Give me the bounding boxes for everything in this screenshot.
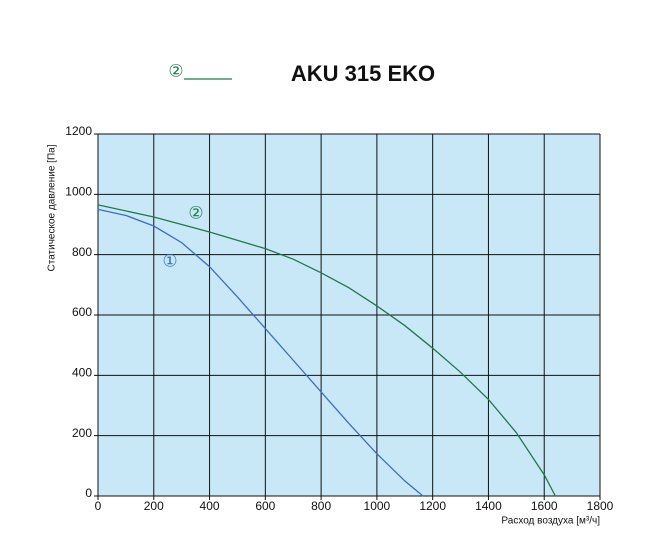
chart-title: AKU 315 EKO xyxy=(291,61,435,86)
series-label: ① xyxy=(162,251,177,270)
line xyxy=(97,208,424,497)
x-tick-label: 1200 xyxy=(419,499,446,513)
y-tick-label: 0 xyxy=(85,486,92,500)
x-tick-label: 600 xyxy=(255,499,275,513)
y-tick-label: 600 xyxy=(72,305,92,319)
x-axis-label: Расход воздуха [м³/ч] xyxy=(501,516,600,527)
legend-label: ② xyxy=(168,61,183,80)
x-tick-label: 1800 xyxy=(587,499,614,513)
x-tick-label: 1600 xyxy=(531,499,558,513)
line xyxy=(97,204,556,497)
y-tick-label: 800 xyxy=(72,245,92,259)
y-tick-label: 1000 xyxy=(65,185,92,199)
x-tick-label: 0 xyxy=(95,499,102,513)
x-tick-label: 200 xyxy=(144,499,164,513)
y-axis-label: Статическое давление [Па] xyxy=(47,144,58,271)
x-tick-label: 1400 xyxy=(475,499,502,513)
series-label: ② xyxy=(188,203,203,222)
y-tick-label: 200 xyxy=(72,426,92,440)
x-tick-label: 1000 xyxy=(364,499,391,513)
x-tick-label: 400 xyxy=(200,499,220,513)
y-tick-label: 400 xyxy=(72,366,92,380)
x-tick-label: 800 xyxy=(311,499,331,513)
y-tick-label: 1200 xyxy=(65,124,92,138)
